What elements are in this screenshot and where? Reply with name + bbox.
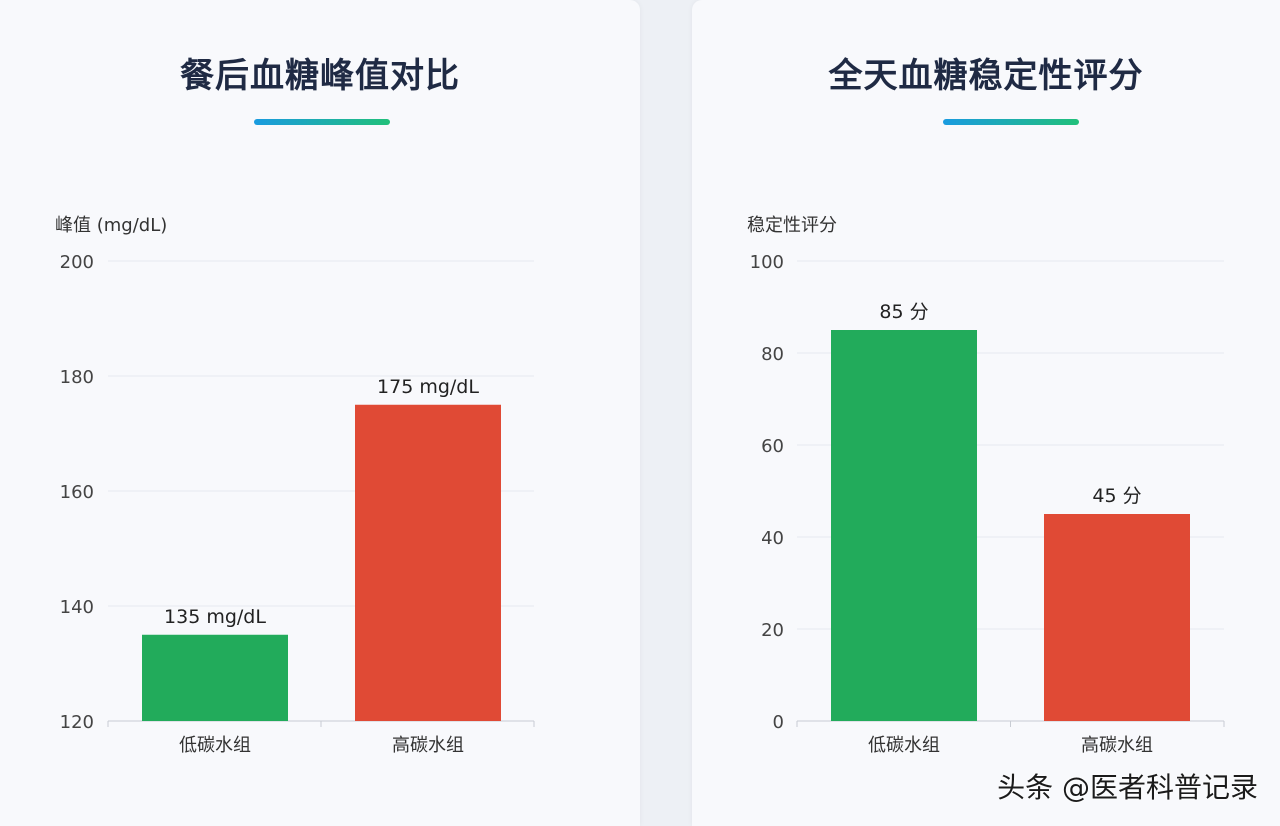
y-tick-label: 120 xyxy=(60,712,94,733)
chart-title: 全天血糖稳定性评分 xyxy=(828,56,1144,96)
bar-value-label: 85 分 xyxy=(879,301,928,323)
peak-bar-chart: 峰值 (mg/dL) 120 140 160 180 200 135 mg/dL 低碳水组 17… xyxy=(55,215,535,756)
x-tick-label: 高碳水组 xyxy=(1081,735,1153,756)
y-tick-label: 180 xyxy=(60,367,94,388)
x-tick-label: 低碳水组 xyxy=(179,735,251,756)
bar-2 xyxy=(355,404,501,721)
y-tick-label: 80 xyxy=(761,344,784,365)
x-tick-label: 低碳水组 xyxy=(868,735,940,756)
chart-panel-peak: 餐后血糖峰值对比 峰值 (mg/dL) 120 140 160 180 200 135 mg… xyxy=(0,0,640,826)
watermark: 头条 @医者科普记录 xyxy=(997,771,1258,804)
bar-value-label: 45 分 xyxy=(1092,485,1141,507)
y-axis-label: 稳定性评分 xyxy=(747,215,837,236)
bar-2 xyxy=(1044,514,1190,721)
chart-title: 餐后血糖峰值对比 xyxy=(180,56,460,96)
y-tick-label: 160 xyxy=(60,482,94,503)
bar-1 xyxy=(142,634,288,721)
title-underline xyxy=(254,119,390,125)
y-tick-label: 200 xyxy=(60,252,94,273)
y-tick-label: 20 xyxy=(761,620,784,641)
title-underline xyxy=(943,119,1079,125)
y-tick-label: 60 xyxy=(761,436,784,457)
y-axis-label: 峰值 (mg/dL) xyxy=(55,215,167,236)
bar-value-label: 175 mg/dL xyxy=(377,376,479,398)
y-tick-label: 40 xyxy=(761,528,784,549)
y-tick-label: 0 xyxy=(773,712,784,733)
x-tick-label: 高碳水组 xyxy=(392,735,464,756)
y-tick-label: 100 xyxy=(750,252,784,273)
chart-panel-stability: 全天血糖稳定性评分 稳定性评分 0 20 40 60 80 100 85 分低碳水组 45 分高… xyxy=(692,0,1280,826)
bar-1 xyxy=(831,330,977,721)
bar-value-label: 135 mg/dL xyxy=(164,606,266,628)
y-tick-label: 140 xyxy=(60,597,94,618)
